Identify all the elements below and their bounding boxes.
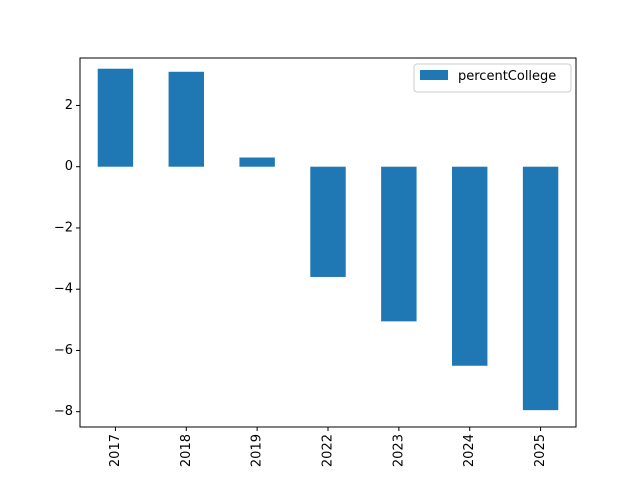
bar-2017 <box>97 68 134 167</box>
bars-group <box>97 68 559 411</box>
y-axis: 2 0 −2 −4 −6 −8 <box>54 98 80 419</box>
x-tick-label: 2023 <box>391 434 406 467</box>
bar-2025 <box>522 166 559 411</box>
bar-2023 <box>381 166 417 322</box>
y-tick-label: −8 <box>54 404 73 419</box>
bar-2019 <box>239 157 275 167</box>
x-tick-label: 2019 <box>250 434 265 467</box>
x-tick-label: 2017 <box>108 434 123 467</box>
legend: percentCollege <box>413 63 572 93</box>
x-tick-label: 2022 <box>321 434 336 467</box>
bar-2018 <box>168 71 204 167</box>
legend-box <box>413 63 572 93</box>
y-tick-label: −2 <box>54 220 73 235</box>
x-tick-label: 2024 <box>462 434 477 467</box>
x-tick-label: 2018 <box>179 434 194 467</box>
legend-swatch <box>420 70 448 80</box>
legend-label: percentCollege <box>458 69 556 84</box>
bar-2024 <box>452 166 488 366</box>
x-axis: 2017 2018 2019 2022 2023 2024 2025 <box>108 427 548 467</box>
bar-2022 <box>310 166 346 277</box>
x-tick-label: 2025 <box>533 434 548 467</box>
y-tick-label: 0 <box>65 159 73 174</box>
y-tick-label: 2 <box>65 98 73 113</box>
plot-frame <box>79 57 577 428</box>
y-tick-label: −4 <box>54 282 73 297</box>
y-tick-label: −6 <box>54 343 73 358</box>
